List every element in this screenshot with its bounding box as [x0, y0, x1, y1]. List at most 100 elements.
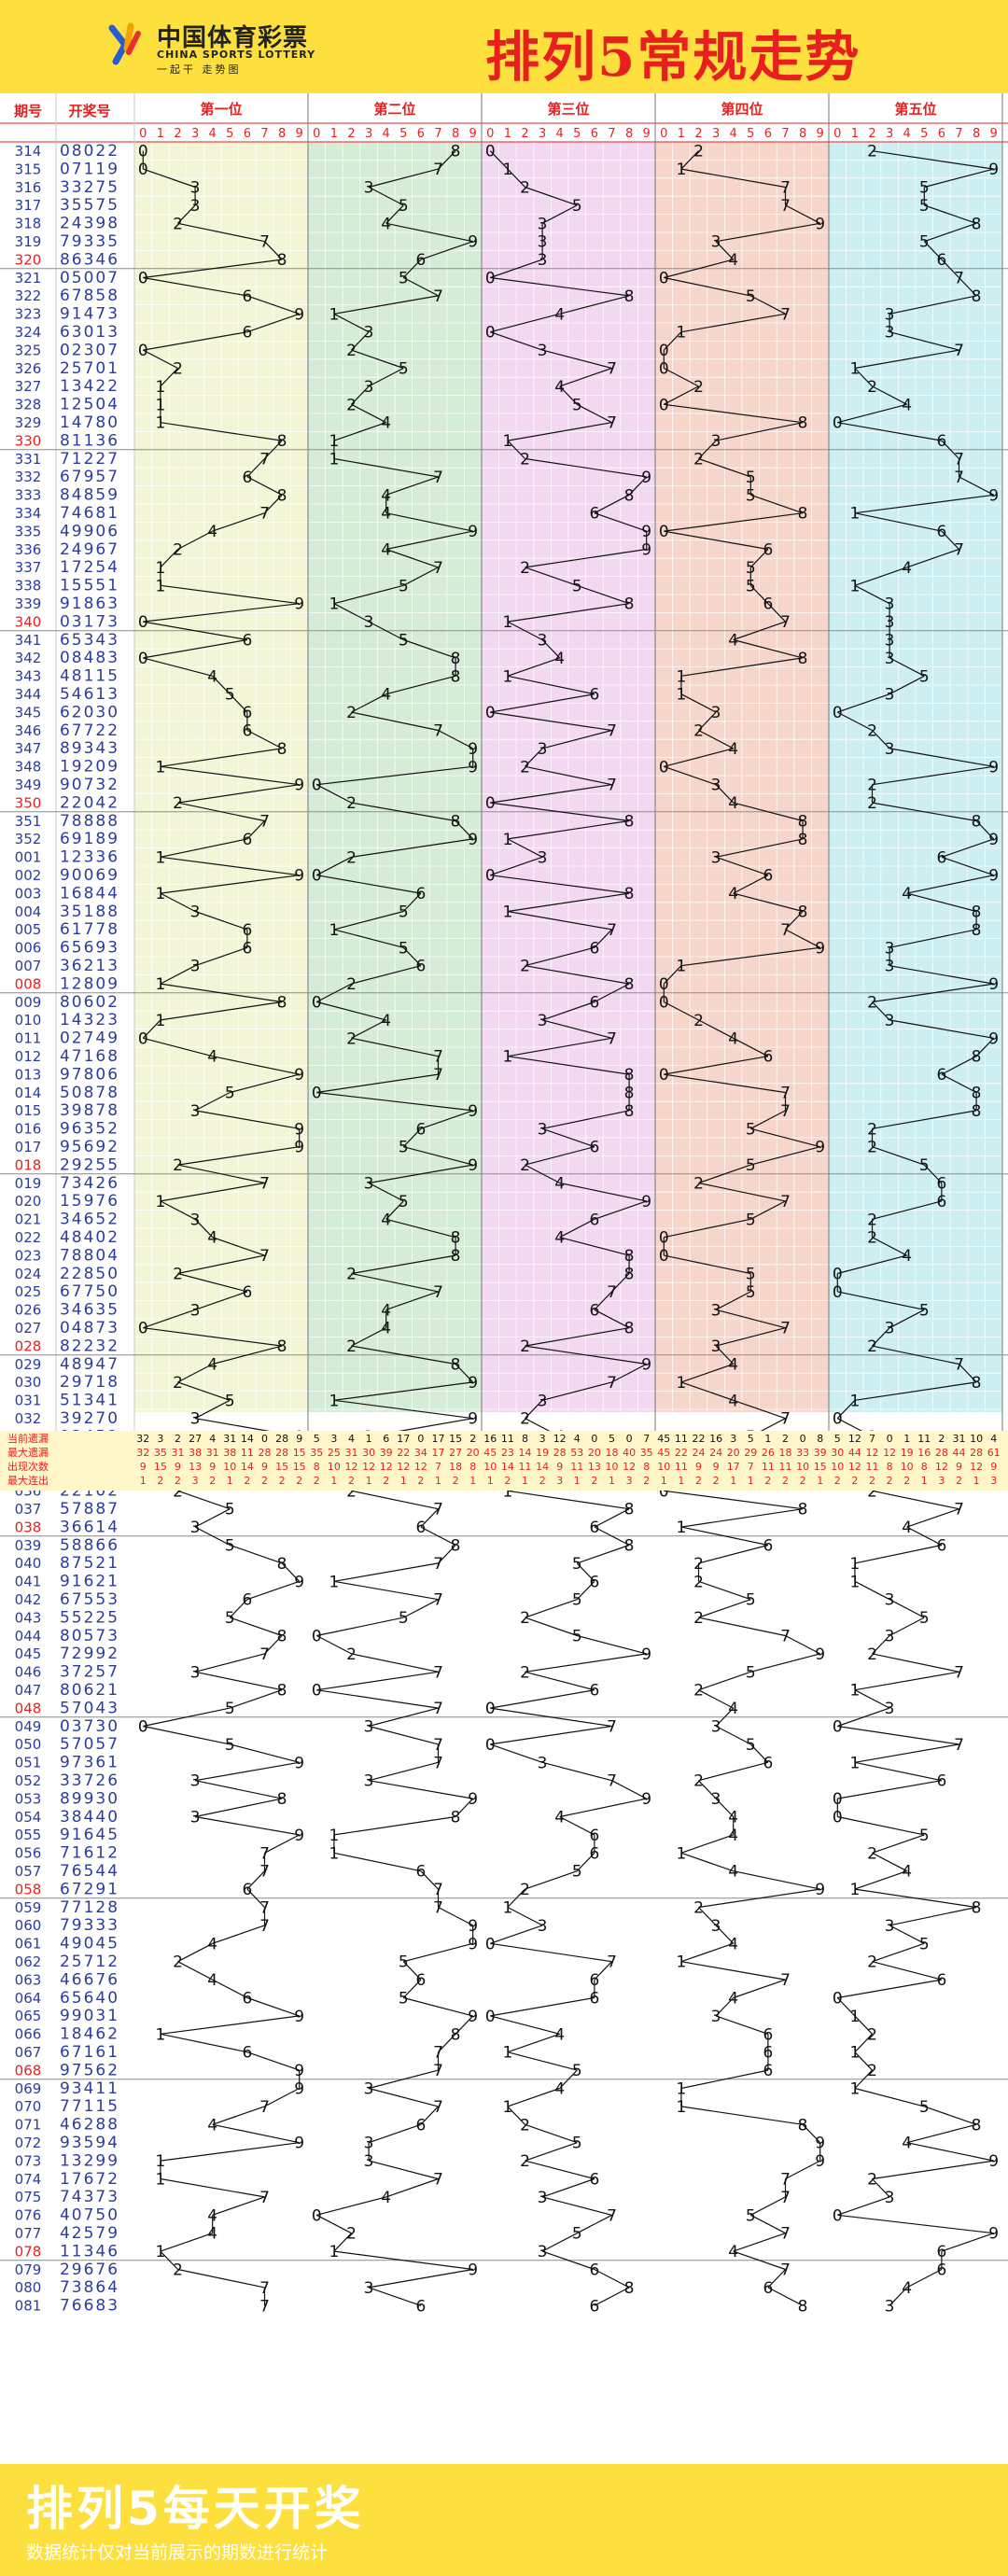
- drawn-digit: 4: [728, 1809, 738, 1827]
- drawn-digit: 7: [780, 2261, 791, 2280]
- trend-segment: [715, 1327, 786, 1347]
- issue-number: 023: [15, 1247, 42, 1264]
- trend-segment: [316, 856, 352, 876]
- trend-segment: [698, 1580, 751, 1601]
- trend-segment: [489, 150, 509, 170]
- trend-segment: [541, 2177, 595, 2198]
- drawn-digit: 4: [728, 251, 738, 270]
- lottery-logo-icon: [108, 22, 141, 65]
- drawn-digit: 3: [538, 2243, 548, 2261]
- trend-segment: [664, 259, 734, 279]
- drawn-digit: 6: [242, 704, 252, 722]
- trend-segment: [246, 458, 265, 478]
- drawn-digit: 4: [207, 667, 217, 686]
- trend-segment: [177, 784, 300, 804]
- stat-value: 40: [623, 1447, 636, 1459]
- drawn-digit: 1: [849, 577, 860, 595]
- drawn-digit: 4: [554, 1809, 565, 1827]
- trend-segment: [889, 1309, 925, 1329]
- trend-segment: [525, 1653, 647, 1673]
- drawn-digit: 1: [329, 305, 339, 324]
- issue-number: 037: [15, 1501, 42, 1518]
- trend-segment: [663, 331, 682, 351]
- trend-segment: [490, 313, 560, 333]
- drawn-digit: 1: [155, 414, 165, 433]
- trend-segment: [680, 657, 804, 677]
- trend-segment: [698, 729, 734, 749]
- position-header: 第四位: [721, 101, 763, 118]
- drawn-digit: 5: [399, 939, 409, 958]
- issue-number: 325: [15, 342, 42, 358]
- drawn-digit: 9: [988, 161, 999, 179]
- issue-number: 019: [15, 1175, 42, 1192]
- drawn-digit: 3: [885, 1012, 895, 1030]
- trend-segment: [541, 2250, 595, 2271]
- drawn-digit: 5: [572, 1863, 582, 1882]
- digit-header: 6: [417, 127, 425, 141]
- draw-number: 80602: [60, 993, 119, 1012]
- trend-segment: [749, 584, 769, 605]
- trend-segment: [177, 530, 213, 551]
- stat-value: 2: [800, 1475, 806, 1487]
- issue-number: 018: [15, 1156, 42, 1173]
- drawn-digit: 6: [242, 1990, 252, 2009]
- trend-segment: [559, 385, 578, 405]
- trend-segment: [351, 1327, 386, 1347]
- draw-number: 78888: [60, 812, 119, 831]
- digit-header: 6: [244, 127, 251, 141]
- drawn-digit: 4: [728, 1990, 738, 2009]
- draw-number: 29676: [60, 2261, 119, 2279]
- drawn-digit: 6: [415, 1971, 426, 1990]
- stat-value: 33: [796, 1447, 809, 1459]
- trend-segment: [576, 1580, 595, 1601]
- trend-segment: [160, 765, 300, 786]
- stat-value: 12: [380, 1461, 393, 1473]
- drawn-digit: 6: [936, 1971, 946, 1990]
- trend-segment: [837, 1725, 959, 1745]
- trend-segment: [438, 2033, 456, 2053]
- trend-segment: [385, 204, 404, 224]
- drawn-digit: 4: [207, 2206, 217, 2225]
- drawn-digit: 0: [312, 2206, 322, 2225]
- trend-segment: [872, 150, 994, 170]
- drawn-digit: 6: [589, 1573, 599, 1591]
- issue-number: 020: [15, 1193, 42, 1210]
- trend-segment: [194, 1110, 300, 1129]
- trend-segment: [160, 2177, 265, 2198]
- trend-segment: [490, 259, 543, 279]
- drawn-digit: 5: [746, 1211, 756, 1229]
- stat-value: 7: [748, 1461, 754, 1473]
- drawn-digit: 6: [763, 867, 773, 886]
- drawn-digit: 5: [572, 2062, 582, 2080]
- trend-segment: [143, 259, 283, 279]
- drawn-digit: 6: [763, 1537, 773, 1556]
- stat-value: 2: [244, 1475, 250, 1487]
- trend-segment: [872, 1490, 959, 1510]
- draw-number: 13299: [60, 2151, 119, 2170]
- draw-number: 89930: [60, 1789, 119, 1808]
- trend-segment: [351, 1490, 439, 1510]
- trend-segment: [941, 838, 994, 858]
- drawn-digit: 5: [572, 396, 582, 414]
- trend-segment: [785, 929, 820, 948]
- trend-segment: [837, 693, 890, 713]
- drawn-digit: 1: [155, 2171, 165, 2190]
- stat-value: 2: [903, 1475, 910, 1487]
- drawn-digit: 1: [849, 1754, 860, 1772]
- trend-segment: [316, 875, 422, 894]
- drawn-digit: 6: [415, 1863, 426, 1882]
- drawn-digit: 3: [885, 939, 895, 958]
- drawn-digit: 4: [902, 396, 912, 414]
- trend-segment: [837, 1979, 943, 1999]
- drawn-digit: 6: [936, 1193, 946, 1211]
- drawn-digit: 8: [798, 831, 808, 849]
- issue-number: 318: [15, 216, 42, 232]
- trend-segment: [507, 1490, 630, 1510]
- drawn-digit: 8: [624, 1320, 635, 1338]
- trend-segment: [854, 1689, 890, 1709]
- trend-segment: [246, 313, 300, 333]
- trend-segment: [664, 748, 734, 767]
- trend-segment: [577, 2214, 612, 2234]
- digit-header: 2: [694, 127, 702, 141]
- stat-value: 7: [643, 1433, 650, 1445]
